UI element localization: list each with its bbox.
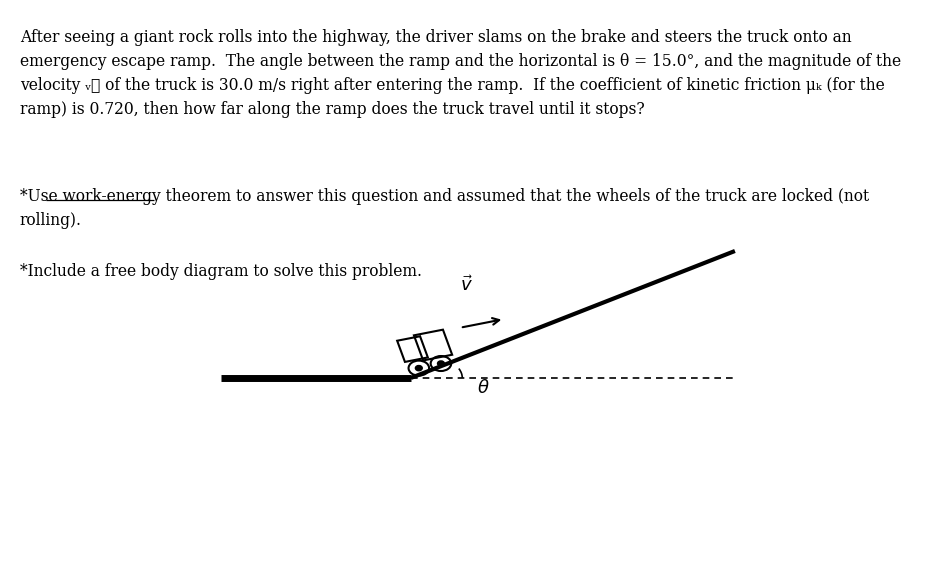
Circle shape <box>438 361 444 366</box>
Text: After seeing a giant rock rolls into the highway, the driver slams on the brake : After seeing a giant rock rolls into the… <box>20 29 901 118</box>
Text: *Include a free body diagram to solve this problem.: *Include a free body diagram to solve th… <box>20 263 422 279</box>
Text: $\vec{v}$: $\vec{v}$ <box>460 276 473 295</box>
Text: *Use work-energy theorem to answer this question and assumed that the wheels of : *Use work-energy theorem to answer this … <box>20 188 869 228</box>
Text: $\theta$: $\theta$ <box>477 379 490 397</box>
Circle shape <box>416 366 422 370</box>
